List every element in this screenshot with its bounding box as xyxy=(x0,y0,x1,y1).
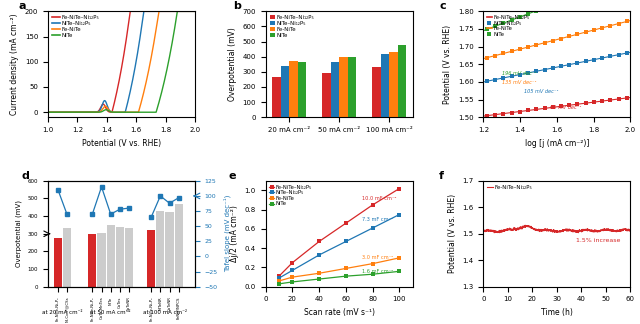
Bar xyxy=(281,66,289,117)
Bar xyxy=(322,73,331,117)
X-axis label: Potential (V vs. RHE): Potential (V vs. RHE) xyxy=(82,139,161,147)
Text: at 20 mA cm⁻²: at 20 mA cm⁻² xyxy=(42,310,83,315)
Bar xyxy=(147,230,156,287)
Bar xyxy=(397,45,406,117)
Text: 3.0 mF cm⁻²: 3.0 mF cm⁻² xyxy=(362,255,393,260)
Text: 135 mV dec⁻¹: 135 mV dec⁻¹ xyxy=(502,80,536,85)
Legend: Fe-NiTe–Ni₁₂P₅: Fe-NiTe–Ni₁₂P₅ xyxy=(486,184,533,191)
Text: e: e xyxy=(229,171,236,181)
Legend: Fe-NiTe–Ni₁₂P₅, NiTe–Ni₁₂P₅, Fe-NiTe, NiTe: Fe-NiTe–Ni₁₂P₅, NiTe–Ni₁₂P₅, Fe-NiTe, Ni… xyxy=(486,14,531,38)
Y-axis label: Δj/2 (mA cm⁻²): Δj/2 (mA cm⁻²) xyxy=(230,205,239,262)
Bar xyxy=(107,225,115,287)
X-axis label: Time (h): Time (h) xyxy=(541,308,573,317)
Text: 1.6 mF cm⁻²: 1.6 mF cm⁻² xyxy=(362,269,393,274)
Bar xyxy=(175,204,183,287)
Bar xyxy=(331,62,339,117)
Bar xyxy=(298,62,307,117)
X-axis label: log [j (mA cm⁻²)]: log [j (mA cm⁻²)] xyxy=(525,139,589,147)
Text: b: b xyxy=(234,1,241,11)
Bar xyxy=(273,77,281,117)
Text: 10.0 mF cm⁻²: 10.0 mF cm⁻² xyxy=(362,196,396,201)
Y-axis label: Potential (V vs. RHE): Potential (V vs. RHE) xyxy=(444,25,452,104)
Y-axis label: Overpotential (mV): Overpotential (mV) xyxy=(228,28,237,101)
Text: d: d xyxy=(22,171,29,181)
Legend: Fe-NiTe–Ni₁₂P₅, NiTe–Ni₁₂P₅, Fe-NiTe, NiTe: Fe-NiTe–Ni₁₂P₅, NiTe–Ni₁₂P₅, Fe-NiTe, Ni… xyxy=(268,14,315,39)
Bar xyxy=(125,228,133,287)
Bar xyxy=(381,54,389,117)
Bar xyxy=(88,234,97,287)
Bar xyxy=(339,57,348,117)
Bar xyxy=(97,233,106,287)
Y-axis label: Potential (V vs. RHE): Potential (V vs. RHE) xyxy=(448,194,457,273)
Y-axis label: Current density (mA cm⁻²): Current density (mA cm⁻²) xyxy=(10,14,19,115)
Text: 1.5% increase: 1.5% increase xyxy=(577,238,621,243)
Text: a: a xyxy=(19,1,26,11)
Text: 7.3 mF cm⁻²: 7.3 mF cm⁻² xyxy=(362,217,393,222)
Legend: Fe-NiTe–Ni₁₂P₅, NiTe–Ni₁₂P₅, Fe-NiTe, NiTe: Fe-NiTe–Ni₁₂P₅, NiTe–Ni₁₂P₅, Fe-NiTe, Ni… xyxy=(51,14,100,39)
Bar xyxy=(116,227,124,287)
Text: 196 mV dec⁻¹: 196 mV dec⁻¹ xyxy=(502,71,536,76)
Text: at 100 mA cm⁻²: at 100 mA cm⁻² xyxy=(143,310,187,315)
X-axis label: Scan rate (mV s⁻¹): Scan rate (mV s⁻¹) xyxy=(304,308,374,317)
Bar xyxy=(165,212,173,287)
Bar xyxy=(372,67,381,117)
Text: f: f xyxy=(439,171,444,181)
Legend: Fe-NiTe–Ni₁₂P₅, NiTe–Ni₁₂P₅, Fe-NiTe, NiTe: Fe-NiTe–Ni₁₂P₅, NiTe–Ni₁₂P₅, Fe-NiTe, Ni… xyxy=(268,183,313,207)
Text: c: c xyxy=(439,1,446,11)
Text: at 50 mA cm⁻²: at 50 mA cm⁻² xyxy=(90,310,131,315)
Text: 66 mV dec⁻¹: 66 mV dec⁻¹ xyxy=(550,106,581,110)
Bar xyxy=(289,61,298,117)
Text: 105 mV dec⁻¹: 105 mV dec⁻¹ xyxy=(524,88,558,94)
Bar xyxy=(156,211,164,287)
Bar xyxy=(63,228,71,287)
Bar xyxy=(348,57,356,117)
Y-axis label: Overpotential (mV): Overpotential (mV) xyxy=(16,200,22,267)
Bar xyxy=(389,52,397,117)
Y-axis label: Tafel slope (mV dec⁻¹): Tafel slope (mV dec⁻¹) xyxy=(223,195,231,272)
Bar xyxy=(54,238,62,287)
